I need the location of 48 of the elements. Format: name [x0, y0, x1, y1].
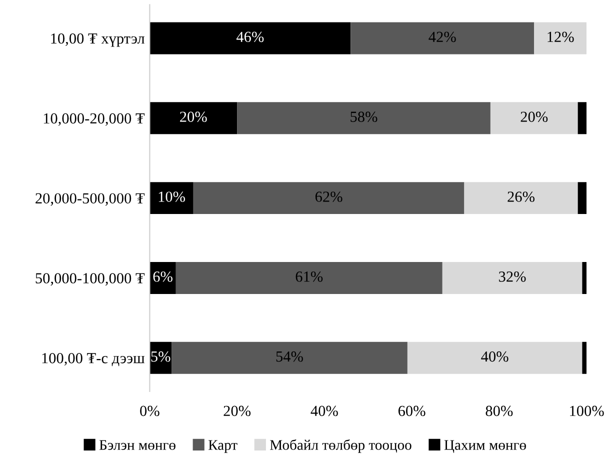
y-tick-label: 10,00 ₮ хүртэл: [51, 33, 144, 47]
x-tick-label: 100%: [570, 406, 604, 416]
data-label: 32%: [499, 271, 526, 282]
bar: [442, 262, 582, 294]
data-label: 54%: [276, 351, 303, 362]
bar: [578, 102, 587, 134]
data-label: 20%: [520, 112, 548, 122]
x-tick-label: 60%: [398, 406, 426, 416]
data-label: 6%: [153, 271, 172, 282]
y-tick-label: 100,00 ₮-с дээш: [42, 353, 145, 366]
bar: [172, 342, 408, 374]
bar: [578, 182, 587, 214]
y-tick-label: 10,000-20,000 ₮: [44, 113, 145, 126]
data-label: 42%: [428, 32, 456, 42]
bar: [237, 102, 490, 134]
bar: [193, 182, 464, 214]
data-label: 58%: [350, 112, 378, 122]
bar: [582, 342, 587, 374]
data-label: 26%: [508, 192, 535, 202]
bar: [407, 342, 582, 374]
legend-label: Карт: [208, 440, 238, 453]
bar: [350, 22, 534, 54]
data-label: 5%: [151, 351, 170, 362]
bar: [582, 262, 587, 294]
y-tick-label: 50,000-100,000 ₮: [36, 273, 145, 286]
x-tick-label: 80%: [486, 406, 513, 416]
x-tick-label: 40%: [310, 406, 338, 416]
data-label: 61%: [296, 271, 323, 282]
y-tick-label: 20,000-500,000 ₮: [36, 193, 145, 206]
bar: [490, 102, 578, 134]
bar: [150, 22, 351, 54]
bar: [150, 102, 238, 134]
bar: [534, 22, 587, 54]
data-label: 40%: [481, 351, 508, 362]
bar: [150, 262, 176, 294]
data-label: 10%: [158, 192, 186, 202]
legend-label: Бэлэн мөнгө: [99, 440, 176, 450]
data-label: 62%: [315, 192, 342, 202]
bar: [150, 182, 194, 214]
legend-label: Цахим мөнгө: [444, 440, 526, 453]
x-tick-label: 0%: [140, 406, 160, 416]
data-label: 46%: [236, 32, 264, 42]
x-tick-label: 20%: [224, 406, 251, 416]
bar: [464, 182, 578, 214]
data-label: 12%: [548, 32, 574, 42]
data-label: 20%: [180, 112, 207, 122]
legend-label: Мобайл төлбөр тооцоо: [270, 439, 412, 453]
bar: [176, 262, 442, 294]
